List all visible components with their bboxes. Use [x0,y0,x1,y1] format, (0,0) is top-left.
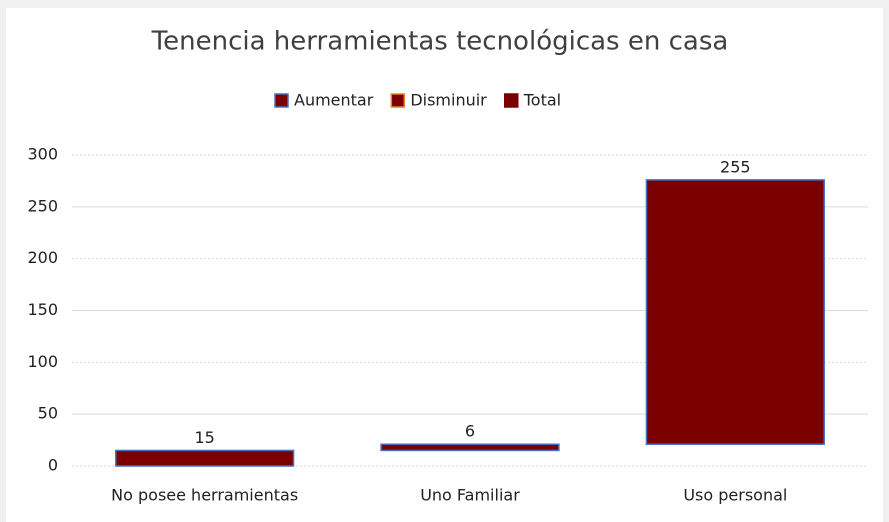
x-tick-label: Uno Familiar [420,486,520,505]
data-label: 255 [720,157,751,176]
y-tick-label: 0 [48,456,58,475]
y-tick-label: 200 [27,248,58,267]
chart-title: Tenencia herramientas tecnológicas en ca… [151,27,729,57]
legend-swatch [390,93,406,108]
y-tick-label: 150 [27,300,58,319]
data-label: 15 [194,428,214,447]
data-label: 6 [465,422,475,441]
bar [645,179,825,445]
y-tick-label: 250 [27,196,58,215]
x-tick-label: Uso personal [683,486,787,505]
y-tick-label: 50 [38,404,58,423]
legend-swatch [274,93,289,108]
legend-label: Aumentar [294,91,374,110]
legend-label: Disminuir [410,91,487,110]
bar [115,449,295,467]
y-tick-label: 100 [27,352,58,371]
y-tick-label: 300 [27,145,58,164]
x-tick-label: No posee herramientas [111,486,298,505]
legend-label: Total [523,91,561,110]
legend-swatch [504,93,519,108]
bar [380,443,560,452]
